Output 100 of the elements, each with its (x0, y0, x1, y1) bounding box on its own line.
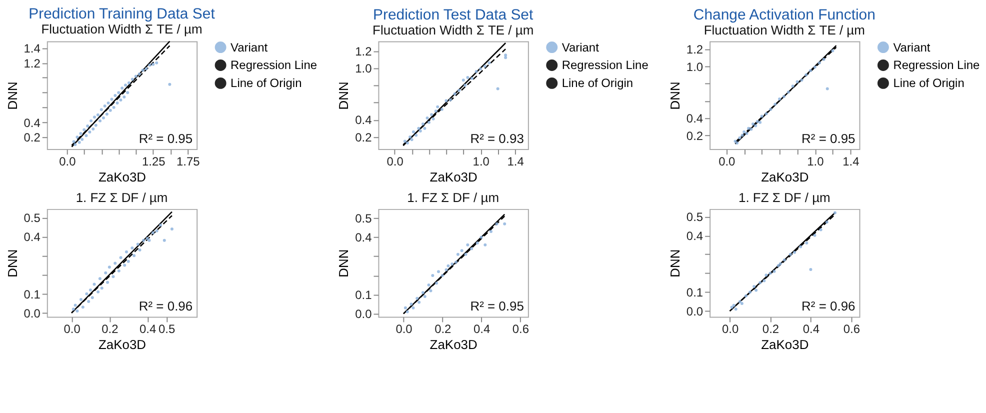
point (87, 300, 90, 303)
point (88, 130, 92, 134)
chart-title: Change Activation Function (693, 6, 876, 24)
y-tick-label: 0.1 (686, 286, 704, 300)
x-axis-title: ZaKo3D (98, 169, 146, 184)
point (819, 228, 822, 232)
x-tick-label: 0.6 (843, 322, 860, 336)
point (738, 300, 742, 304)
y-tick-label: 0.4 (24, 116, 41, 130)
point (142, 238, 146, 242)
point (108, 266, 111, 269)
point (466, 243, 470, 246)
point (124, 250, 128, 254)
point (436, 105, 440, 108)
x-tick-label: 0.0 (64, 322, 81, 336)
x-tick-label: 0.2 (434, 322, 452, 336)
x-axis-title: ZaKo3D (430, 337, 478, 352)
point (818, 61, 821, 64)
point (134, 74, 138, 78)
y-tick-label: 0.4 (686, 112, 704, 126)
y-tick-label: 0.4 (355, 113, 372, 128)
point (769, 108, 772, 111)
point (93, 116, 96, 119)
point (793, 250, 796, 254)
point (748, 290, 752, 294)
point (796, 80, 799, 84)
point (102, 116, 105, 120)
y-axis-title: DNN (667, 249, 682, 278)
point (418, 129, 422, 132)
point (94, 124, 98, 127)
point (495, 222, 498, 226)
y-tick-label: 1.4 (24, 41, 41, 56)
point (152, 231, 155, 234)
y-tick-label: 0.0 (355, 307, 372, 322)
chart-title: 1. FZ Σ DF / µm (76, 190, 168, 205)
point (98, 277, 102, 280)
point (72, 140, 76, 144)
y-tick-label: 0.5 (24, 211, 41, 226)
point (444, 99, 448, 102)
point (155, 229, 158, 232)
x-tick-label: 1.0 (807, 154, 824, 169)
point (412, 130, 416, 134)
point (778, 262, 782, 266)
x-axis-title: ZaKo3D (761, 169, 809, 184)
point (406, 142, 409, 145)
point (776, 264, 780, 268)
point (92, 282, 96, 286)
point (470, 76, 474, 80)
x-tick-label: 0.6 (512, 322, 530, 336)
point (822, 58, 826, 61)
legend-label: Line of Origin (230, 76, 302, 90)
point (170, 227, 174, 230)
point (788, 252, 792, 256)
point (464, 84, 467, 87)
point (470, 247, 474, 250)
point (114, 262, 117, 265)
legend-label: Regression Line (562, 58, 649, 72)
x-tick-label: 0.2 (102, 322, 119, 336)
y-tick-label: 0.0 (24, 306, 41, 320)
point (128, 81, 130, 84)
point (88, 288, 92, 292)
point (85, 292, 88, 296)
point (96, 290, 100, 294)
point (446, 264, 450, 268)
x-tick-label: 0.0 (386, 154, 404, 169)
point (831, 49, 834, 52)
legend-label: Line of Origin (562, 76, 634, 90)
y-tick-label: 0.1 (24, 287, 41, 302)
point (466, 76, 470, 79)
y-tick-label: 0.2 (24, 130, 41, 145)
point (764, 112, 768, 116)
point (106, 280, 110, 284)
point (440, 108, 444, 111)
point (762, 279, 766, 282)
point (418, 300, 421, 304)
point (421, 291, 424, 294)
point (114, 94, 117, 98)
y-tick-label: 0.4 (24, 230, 41, 244)
point (458, 88, 461, 92)
annotation: R² = 0.96 (802, 298, 856, 314)
point (423, 294, 426, 298)
point (117, 91, 120, 94)
point (155, 61, 158, 64)
point (417, 126, 420, 130)
point (86, 124, 90, 128)
point (122, 96, 126, 99)
point (504, 56, 508, 60)
point (758, 281, 762, 284)
chart-title: 1. FZ Σ DF / µm (407, 190, 500, 205)
x-tick-label: 0.4 (473, 322, 490, 336)
x-tick-label: 0.0 (722, 322, 739, 336)
point (480, 236, 483, 239)
point (126, 260, 130, 263)
point (462, 78, 465, 82)
point (431, 274, 434, 277)
point (82, 128, 86, 132)
point (453, 92, 456, 96)
point (503, 222, 506, 226)
legend-label: Variant (893, 40, 931, 54)
point (483, 64, 486, 68)
